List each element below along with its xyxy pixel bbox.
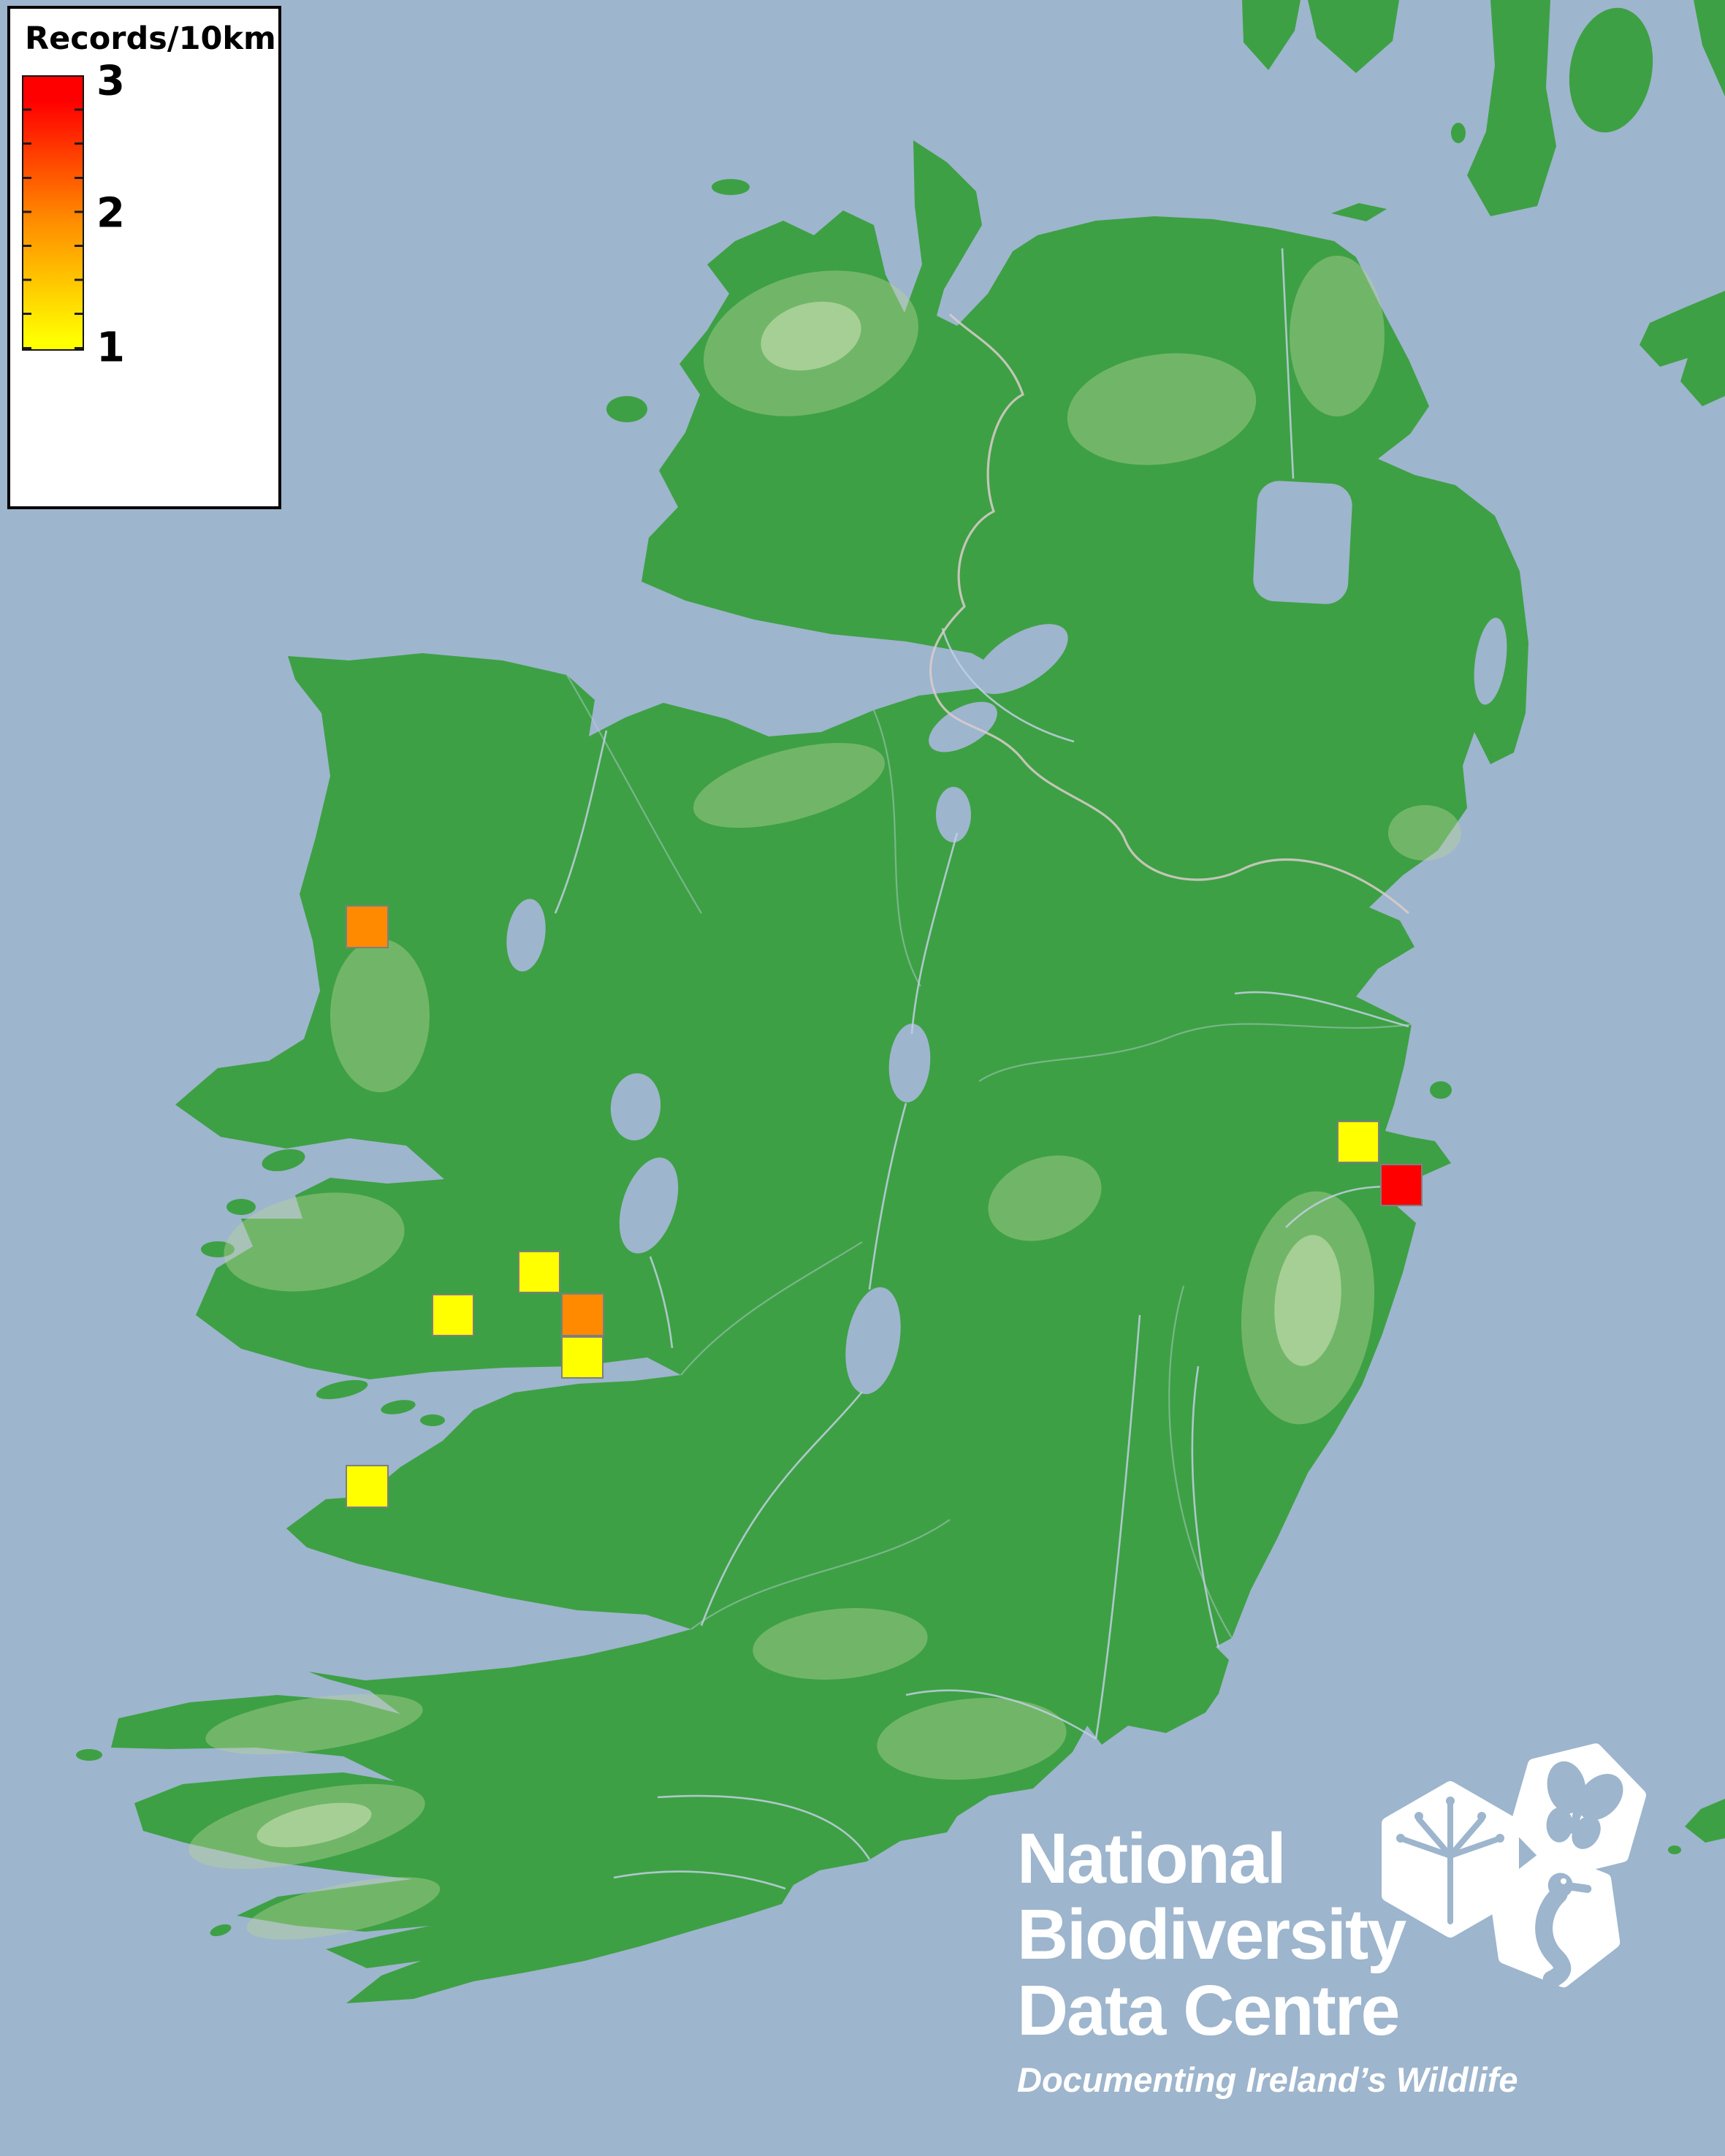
ni-border-line (929, 313, 1410, 915)
county-boundaries (566, 674, 1412, 1639)
logo-line-3: Data Centre (1017, 1970, 1400, 2050)
hexagon-butterfly-icon (1510, 1743, 1646, 1878)
logo-emblem (1382, 1743, 1646, 1989)
record-cell[interactable] (346, 905, 389, 948)
legend-color-ramp (22, 75, 84, 351)
record-cell[interactable] (518, 1251, 560, 1293)
ireland-landmass (76, 140, 1528, 2003)
lakes (506, 481, 1507, 1395)
record-cell[interactable] (346, 1465, 389, 1508)
legend-tick-min: 1 (96, 324, 125, 372)
relief-shading (189, 256, 1461, 1940)
legend-tick-max: 3 (96, 57, 125, 105)
records-legend: Records/10km 3 2 1 (7, 6, 281, 509)
record-cell[interactable] (561, 1336, 603, 1379)
logo-line-2: Biodiversity (1017, 1894, 1406, 1974)
legend-tick-mid: 2 (96, 189, 125, 237)
legend-tick-labels: 3 2 1 (96, 57, 155, 372)
logo-line-1: National (1017, 1818, 1287, 1898)
record-cell[interactable] (432, 1294, 474, 1336)
record-cell[interactable] (1337, 1121, 1379, 1163)
legend-title: Records/10km (25, 20, 276, 57)
record-cell[interactable] (1380, 1164, 1423, 1206)
logo-tagline: Documenting Ireland’s Wildlife (1017, 2060, 1518, 2100)
neighbour-coasts (1242, 0, 1725, 1854)
rivers (554, 248, 1409, 1890)
hexagon-seahorse-icon (1489, 1849, 1621, 1989)
nbdc-logo: National Biodiversity Data Centre Docume… (1017, 1821, 1718, 2100)
record-cell[interactable] (561, 1293, 604, 1336)
